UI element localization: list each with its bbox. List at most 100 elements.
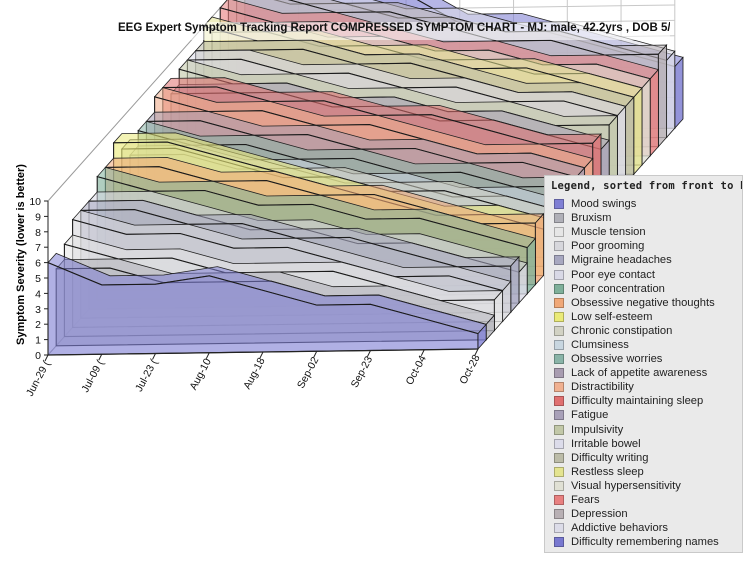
- series-end-cap: [674, 56, 684, 130]
- x-tick: [367, 350, 371, 357]
- legend-label: Obsessive negative thoughts: [571, 296, 715, 309]
- legend-label: Migraine headaches: [571, 254, 672, 267]
- x-tick: [205, 352, 210, 359]
- series-mood-swings: [47, 252, 487, 356]
- legend-item: Clumsiness: [551, 338, 742, 352]
- legend-swatch: [554, 396, 564, 407]
- legend-item: Difficulty remembering names: [551, 535, 742, 549]
- legend-label: Poor concentration: [571, 282, 665, 295]
- legend-item: Poor concentration: [551, 282, 742, 296]
- series-end-cap: [535, 212, 544, 286]
- y-tick-label: 10: [29, 196, 41, 208]
- y-tick-label: 9: [35, 211, 41, 223]
- legend-item: Difficulty writing: [551, 451, 742, 465]
- legend-item: Chronic constipation: [551, 324, 742, 338]
- series-end-cap: [510, 255, 520, 314]
- legend-item: Poor grooming: [551, 239, 742, 253]
- legend-item: Fears: [551, 493, 742, 507]
- y-tick-label: 2: [35, 319, 41, 331]
- legend-item: Obsessive negative thoughts: [551, 296, 742, 310]
- legend-swatch: [554, 368, 564, 379]
- legend-swatch: [554, 537, 564, 548]
- y-tick-label: 6: [35, 258, 41, 270]
- series-end-cap: [633, 86, 643, 176]
- legend-item: Low self-esteem: [551, 310, 742, 324]
- series-end-cap: [658, 43, 667, 148]
- legend-label: Fatigue: [571, 409, 609, 422]
- legend-item: Visual hypersensitivity: [551, 479, 742, 493]
- legend-swatch: [554, 354, 564, 365]
- legend-swatch: [554, 255, 564, 266]
- legend-swatch: [554, 213, 564, 224]
- legend-item: Poor eye contact: [551, 267, 742, 281]
- legend-swatch: [554, 382, 564, 393]
- x-tick: [152, 353, 156, 360]
- legend-label: Poor eye contact: [571, 268, 655, 281]
- series-end-cap: [477, 323, 487, 351]
- x-tick-label: Oct-28: [457, 353, 482, 387]
- legend-swatch: [554, 452, 564, 463]
- series-end-cap: [641, 77, 651, 167]
- y-tick-label: 3: [35, 304, 41, 316]
- legend-label: Obsessive worries: [571, 353, 663, 366]
- legend-label: Impulsivity: [571, 423, 624, 436]
- legend-item: Bruxism: [551, 211, 742, 225]
- series-end-cap: [666, 50, 676, 139]
- legend-swatch: [554, 495, 564, 506]
- y-tick-label: 1: [35, 335, 41, 347]
- legend-label: Restless sleep: [571, 465, 644, 478]
- chart-title: EEG Expert Symptom Tracking Report COMPR…: [118, 22, 670, 40]
- x-tick-label: Oct-04: [404, 353, 429, 387]
- legend-label: Low self-esteem: [571, 310, 653, 323]
- legend-swatch: [554, 466, 564, 477]
- legend-label: Difficulty remembering names: [571, 536, 719, 549]
- legend-label: Chronic constipation: [571, 324, 673, 337]
- legend-label: Mood swings: [571, 198, 637, 211]
- legend-swatch: [554, 297, 564, 308]
- legend-item: Obsessive worries: [551, 352, 742, 366]
- x-tick-label: Jun-29 (: [24, 358, 53, 398]
- legend-swatch: [554, 199, 564, 210]
- legend-item: Difficulty maintaining sleep: [551, 394, 742, 408]
- legend-items: Mood swings Bruxism Muscle tension Poor gro…: [551, 197, 742, 549]
- legend-title: Legend, sorted from front to back:: [551, 180, 742, 192]
- legend-swatch: [554, 410, 564, 421]
- legend-label: Poor grooming: [571, 240, 645, 253]
- series-ribbons: [47, 0, 684, 356]
- legend-item: Muscle tension: [551, 225, 742, 239]
- x-tick-label: Sep-23: [349, 354, 376, 390]
- legend-item: Mood swings: [551, 197, 742, 211]
- legend-swatch: [554, 241, 564, 252]
- legend-item: Restless sleep: [551, 465, 742, 479]
- legend-label: Muscle tension: [571, 226, 646, 239]
- legend-swatch: [554, 269, 564, 280]
- legend-item: Fatigue: [551, 408, 742, 422]
- x-tick: [259, 351, 264, 359]
- legend-item: Impulsivity: [551, 423, 742, 437]
- legend: Legend, sorted from front to back: Mood …: [544, 175, 743, 553]
- y-tick-label: 5: [35, 273, 41, 285]
- legend-swatch: [554, 424, 564, 435]
- legend-swatch: [554, 325, 564, 336]
- y-tick-label: 4: [35, 288, 41, 300]
- x-tick-label: Jul-23 (: [133, 357, 160, 394]
- series-end-cap: [649, 68, 659, 157]
- legend-swatch: [554, 438, 564, 449]
- x-tick: [474, 348, 479, 356]
- legend-label: Bruxism: [571, 212, 612, 225]
- legend-item: Irritable bowel: [551, 437, 742, 451]
- legend-item: Addictive behaviors: [551, 521, 742, 535]
- legend-swatch: [554, 480, 564, 491]
- legend-item: Depression: [551, 507, 742, 521]
- legend-label: Addictive behaviors: [571, 522, 669, 535]
- legend-label: Lack of appetite awareness: [571, 367, 708, 380]
- x-tick: [420, 349, 425, 356]
- x-tick-label: Aug-18: [241, 356, 268, 392]
- legend-label: Clumsiness: [571, 338, 629, 351]
- x-tick: [98, 354, 103, 361]
- legend-label: Visual hypersensitivity: [571, 479, 681, 492]
- legend-label: Difficulty maintaining sleep: [571, 395, 704, 408]
- x-tick: [44, 354, 49, 362]
